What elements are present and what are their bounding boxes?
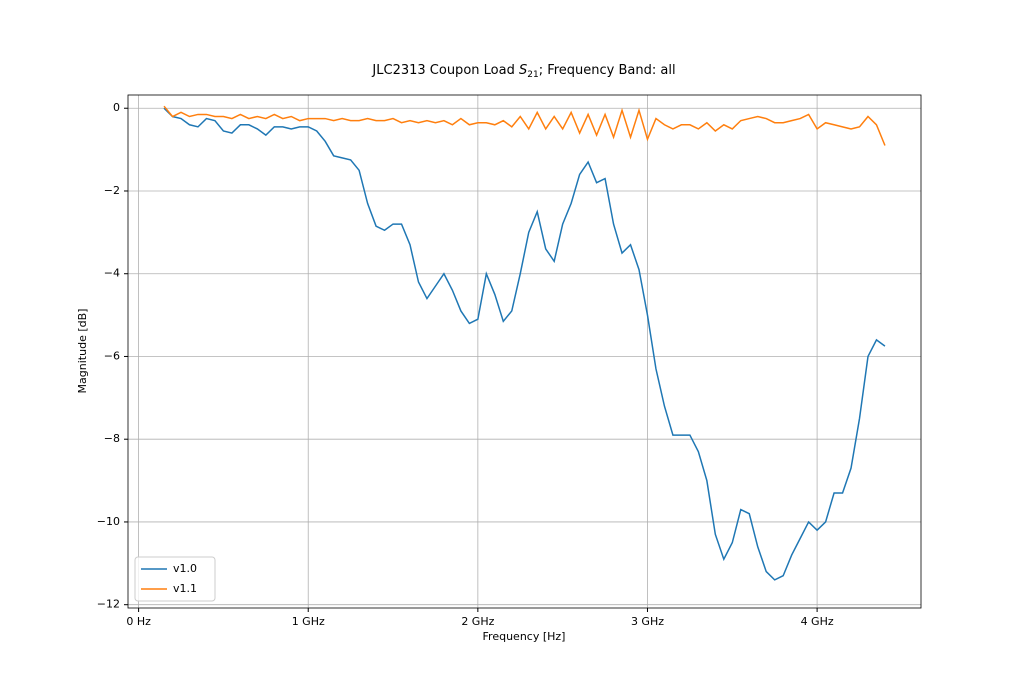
- y-axis-label: Magnitude [dB]: [76, 309, 89, 394]
- y-tick-label: −6: [104, 349, 120, 362]
- y-tick-label: 0: [113, 101, 120, 114]
- x-tick-label: 3 GHz: [631, 615, 664, 628]
- title-part: 21: [527, 70, 538, 80]
- x-tick-label: 4 GHz: [801, 615, 834, 628]
- plot-frame: [127, 94, 922, 609]
- legend: v1.0 v1.1: [134, 556, 216, 602]
- legend-box: [134, 556, 216, 602]
- y-tick-label: −10: [97, 515, 120, 528]
- x-axis-label: Frequency [Hz]: [483, 630, 566, 643]
- chart-title: JLC2313 Coupon Load S21; Frequency Band:…: [371, 63, 675, 80]
- title-part: ; Frequency Band: all: [539, 63, 676, 78]
- y-tick-label: −2: [104, 184, 120, 197]
- x-tick-label: 1 GHz: [292, 615, 325, 628]
- x-tick-label: 2 GHz: [461, 615, 494, 628]
- legend-label: v1.0: [173, 562, 197, 575]
- y-tick-label: −12: [97, 598, 120, 611]
- legend-label: v1.1: [173, 582, 197, 595]
- y-tick-label: −4: [104, 267, 120, 280]
- title-part: JLC2313 Coupon Load: [371, 63, 519, 78]
- title-part: S: [519, 63, 527, 78]
- series-line: [163, 107, 886, 581]
- y-tick-label: −8: [104, 432, 120, 445]
- series-line: [163, 105, 886, 146]
- x-tick-label: 0 Hz: [126, 615, 151, 628]
